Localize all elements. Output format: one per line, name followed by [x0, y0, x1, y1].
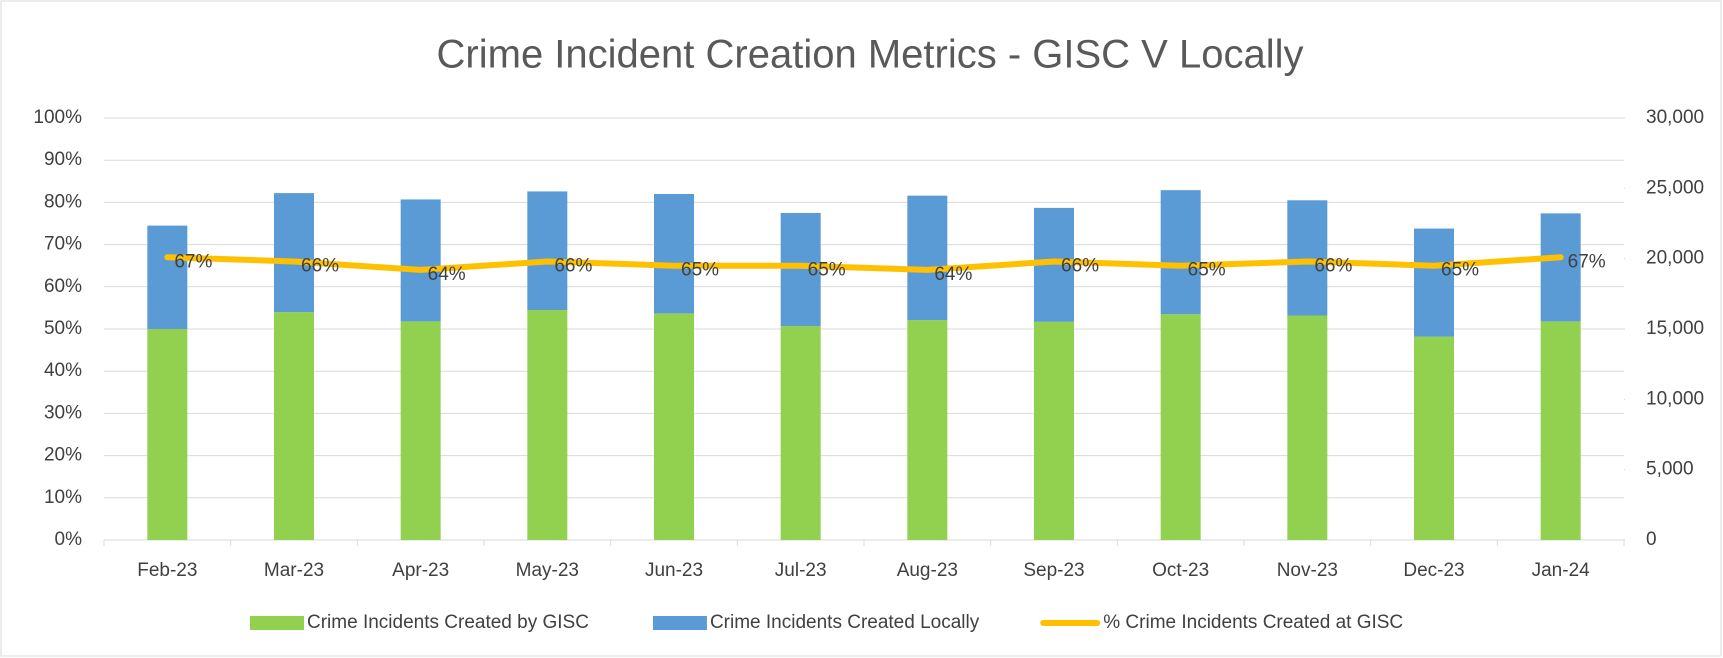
x-tick-label: Jan-24 [1532, 560, 1591, 581]
x-tick-label: Jun-23 [645, 560, 703, 581]
bar [1540, 321, 1581, 540]
y-tick-label: 0% [55, 529, 83, 550]
y-tick-label: 100% [33, 107, 82, 128]
bar [780, 326, 821, 540]
line [164, 254, 1564, 273]
legend-label: Crime Incidents Created Locally [710, 612, 980, 633]
bar [1034, 321, 1074, 540]
y2-tick-label: 20,000 [1646, 248, 1704, 269]
bar [1287, 315, 1328, 540]
bar [147, 329, 188, 540]
bar [654, 313, 694, 540]
y-tick-label: 90% [44, 149, 82, 170]
y2-tick-label: 10,000 [1646, 388, 1704, 409]
legend-label: Crime Incidents Created by GISC [307, 612, 589, 633]
y2-tick-label: 25,000 [1646, 177, 1704, 198]
data-label: 64% [428, 264, 466, 285]
data-label: 66% [554, 255, 592, 276]
legend-swatch [652, 616, 707, 630]
y-tick-label: 80% [44, 191, 82, 212]
bar [400, 321, 441, 540]
x-tick-label: May-23 [516, 560, 579, 581]
x-tick-label: Oct-23 [1152, 560, 1209, 581]
y2-tick-label: 5,000 [1646, 459, 1694, 480]
y-tick-label: 20% [44, 445, 82, 466]
y-tick-label: 30% [44, 402, 82, 423]
y-tick-label: 50% [44, 318, 82, 339]
data-label: 65% [681, 260, 719, 281]
y-tick-label: 70% [44, 234, 82, 255]
y2-tick-label: 30,000 [1646, 107, 1704, 128]
y2-tick-label: 0 [1646, 529, 1657, 550]
x-tick-label: Nov-23 [1277, 560, 1338, 581]
bar [1414, 336, 1454, 540]
data-label: 65% [1441, 260, 1479, 281]
bar [527, 310, 568, 540]
bar [1160, 314, 1201, 540]
data-label: 67% [174, 251, 212, 272]
bar [274, 312, 314, 540]
bar [1160, 190, 1201, 315]
x-tick-label: Jul-23 [775, 560, 827, 581]
x-tick-label: Mar-23 [264, 560, 324, 581]
bar [907, 195, 948, 321]
bar [1540, 213, 1581, 322]
data-label: 66% [1061, 255, 1099, 276]
bar [527, 191, 568, 311]
x-tick-label: Apr-23 [392, 560, 449, 581]
bar [274, 193, 314, 313]
x-tick-label: Feb-23 [137, 560, 197, 581]
chart-title: Crime Incident Creation Metrics - GISC V… [437, 33, 1304, 77]
x-tick-label: Aug-23 [897, 560, 958, 581]
y2-tick-label: 15,000 [1646, 318, 1704, 339]
data-label: 64% [934, 264, 972, 285]
y-tick-label: 10% [44, 487, 82, 508]
bar [1414, 228, 1454, 337]
legend-swatch [250, 616, 304, 630]
x-tick-label: Sep-23 [1023, 560, 1084, 581]
bar [400, 199, 441, 322]
data-label: 65% [808, 260, 846, 281]
bar [147, 225, 188, 329]
bar [1287, 200, 1328, 316]
x-tick-label: Dec-23 [1403, 560, 1464, 581]
bar [654, 193, 694, 314]
data-label: 67% [1568, 251, 1606, 272]
y-tick-label: 40% [44, 360, 82, 381]
data-label: 66% [301, 255, 339, 276]
bar [907, 320, 948, 540]
bar [780, 212, 821, 327]
legend-label: % Crime Incidents Created at GISC [1103, 612, 1403, 633]
y-tick-label: 60% [44, 276, 82, 297]
data-label: 65% [1188, 260, 1226, 281]
data-label: 66% [1314, 255, 1352, 276]
